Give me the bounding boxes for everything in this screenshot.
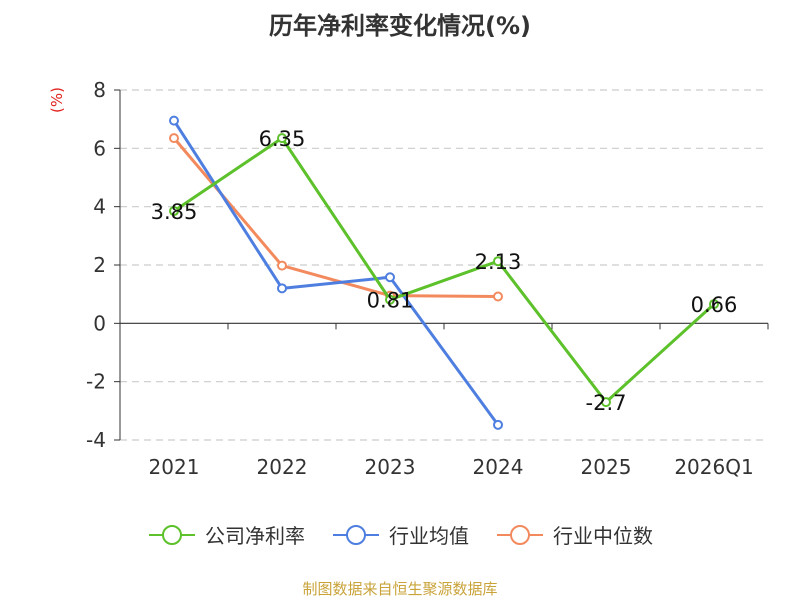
- y-tick-label: 2: [93, 253, 106, 277]
- data-point: [493, 256, 503, 267]
- data-point: [277, 260, 287, 271]
- data-label: 3.85: [151, 200, 198, 224]
- legend-label: 行业中位数: [553, 524, 653, 548]
- data-point: [601, 397, 611, 408]
- y-tick-label: 6: [93, 136, 106, 160]
- data-source-note: 制图数据来自恒生聚源数据库: [302, 580, 498, 598]
- y-tick-label: 4: [93, 195, 106, 219]
- legend-item-company[interactable]: 公司净利率: [147, 520, 305, 549]
- x-tick-label: 2023: [365, 455, 416, 479]
- series-line: [172, 119, 500, 426]
- x-tick-label: 2022: [257, 455, 308, 479]
- data-point: [277, 283, 287, 294]
- data-label: 0.66: [691, 293, 738, 317]
- data-point: [493, 291, 503, 302]
- y-tick-label: -4: [86, 428, 106, 452]
- data-point: [709, 299, 719, 310]
- legend: 公司净利率 行业均值 行业中位数: [0, 520, 800, 549]
- legend-marker-icon: [149, 524, 195, 545]
- data-label: 2.13: [475, 250, 522, 274]
- legend-marker-icon: [497, 524, 543, 545]
- y-tick-label: 8: [93, 78, 106, 102]
- line-chart: -4 -2 0 2 4 6 8 2021 2022 2023 2024 2025 2026Q1 3.85 6…: [86, 78, 769, 479]
- data-label: 6.35: [259, 127, 306, 151]
- data-point: [169, 206, 179, 217]
- x-tick-label: 2025: [581, 455, 632, 479]
- legend-item-industry-mean[interactable]: 行业均值: [331, 520, 469, 549]
- data-point: [169, 133, 179, 144]
- data-point: [277, 133, 287, 144]
- legend-label: 行业均值: [389, 524, 469, 548]
- data-point: [385, 272, 395, 283]
- x-tick-label: 2024: [473, 455, 524, 479]
- legend-item-industry-median[interactable]: 行业中位数: [495, 520, 653, 549]
- data-point: [493, 419, 503, 430]
- series-line: [173, 136, 716, 404]
- data-label: 0.81: [367, 289, 414, 313]
- legend-label: 公司净利率: [205, 524, 305, 548]
- x-tick-label: 2021: [149, 455, 200, 479]
- data-label: -2.7: [586, 391, 627, 415]
- data-point: [385, 294, 395, 305]
- legend-marker-icon: [333, 524, 379, 545]
- y-tick-label: 0: [93, 311, 106, 335]
- chart-title: 历年净利率变化情况(%): [269, 12, 531, 40]
- y-tick-label: -2: [86, 370, 106, 394]
- data-point: [169, 115, 179, 126]
- x-tick-label: 2026Q1: [674, 455, 753, 479]
